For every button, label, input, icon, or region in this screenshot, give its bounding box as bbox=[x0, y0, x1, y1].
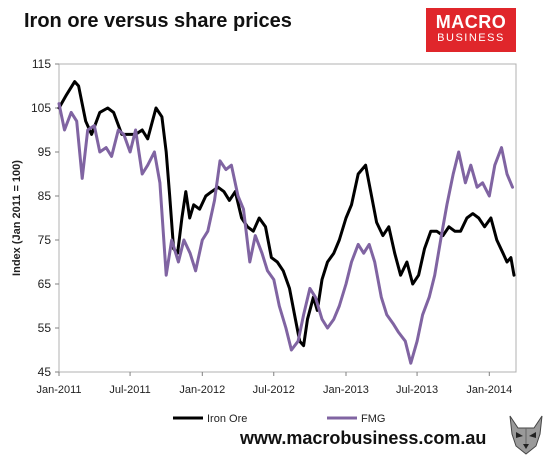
y-tick-label: 95 bbox=[38, 145, 52, 159]
y-tick-label: 65 bbox=[38, 277, 52, 291]
y-tick-label: 85 bbox=[38, 189, 52, 203]
y-axis-label: Index (Jan 2011 = 100) bbox=[11, 160, 23, 276]
logo-line1: MACRO bbox=[435, 12, 507, 32]
x-tick-label: Jan-2012 bbox=[179, 384, 225, 396]
macrobusiness-logo: MACRO BUSINESS bbox=[426, 8, 516, 52]
x-tick-label: Jul-2012 bbox=[253, 384, 295, 396]
legend-label: FMG bbox=[361, 413, 385, 425]
x-tick-label: Jul-2013 bbox=[396, 384, 438, 396]
x-tick-label: Jul-2011 bbox=[109, 384, 150, 396]
x-tick-label: Jan-2013 bbox=[323, 384, 369, 396]
x-tick-label: Jan-2011 bbox=[36, 384, 81, 396]
plot-area bbox=[58, 63, 517, 373]
y-tick-label: 55 bbox=[38, 321, 52, 335]
y-tick-label: 105 bbox=[31, 101, 51, 115]
x-tick-label: Jan-2014 bbox=[466, 384, 512, 396]
y-tick-label: 45 bbox=[38, 365, 52, 379]
y-tick-label: 75 bbox=[38, 233, 52, 247]
series-line-fmg bbox=[57, 102, 514, 365]
y-tick-label: 115 bbox=[32, 57, 51, 71]
footer-url: www.macrobusiness.com.au bbox=[240, 428, 487, 448]
legend-label: Iron Ore bbox=[207, 413, 247, 425]
chart-title: Iron ore versus share prices bbox=[24, 10, 292, 32]
wolf-logo-icon bbox=[509, 415, 543, 455]
logo-line2: BUSINESS bbox=[437, 32, 505, 44]
